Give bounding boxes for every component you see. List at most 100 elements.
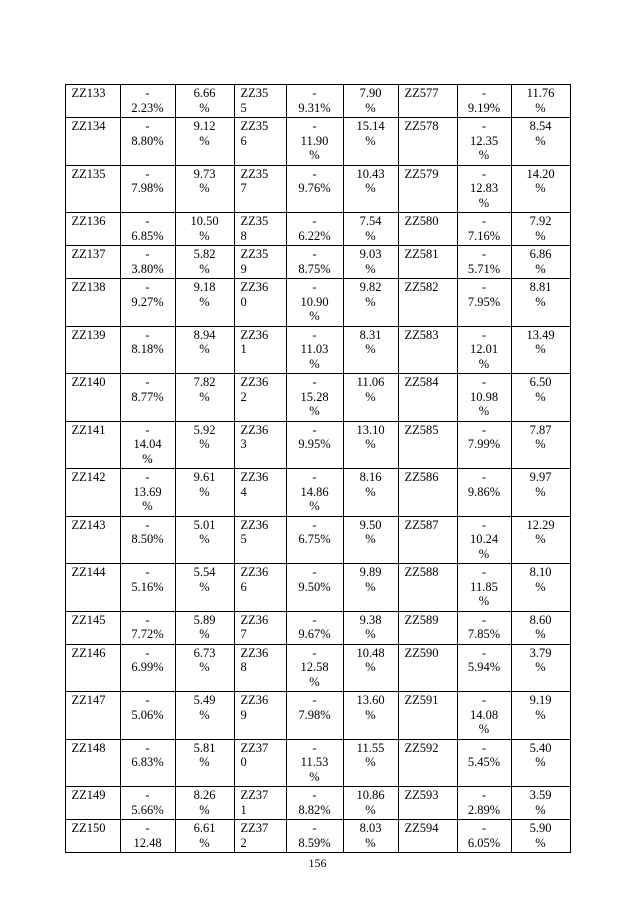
id-cell: ZZ150: [64, 819, 121, 853]
table-row: ZZ136- 6.85% 10.50 % ZZ35 8- 6.22% 7.54 % ZZ…: [64, 212, 571, 246]
id-cell: ZZ583: [397, 325, 458, 374]
id-cell: ZZ585: [397, 420, 458, 469]
percent-cell: - 14.04 %: [119, 420, 176, 469]
percent-cell: 10.43 %: [342, 164, 399, 213]
id-cell: ZZ37 1: [233, 786, 287, 820]
percent-cell: 5.82 %: [174, 245, 235, 279]
percent-cell: - 5.06%: [119, 691, 176, 740]
id-cell: ZZ143: [64, 515, 121, 564]
percent-cell: 11.55 %: [342, 738, 399, 787]
percent-cell: 8.26 %: [174, 786, 235, 820]
percent-cell: - 9.67%: [285, 610, 344, 645]
table-row: ZZ148- 6.83% 5.81 % ZZ37 0- 11.53 % 11.55 %…: [64, 738, 571, 787]
percent-cell: - 3.80%: [119, 245, 176, 279]
percent-cell: 3.59 %: [510, 786, 571, 820]
id-cell: ZZ139: [64, 325, 121, 374]
percent-cell: 13.60 %: [342, 691, 399, 740]
id-cell: ZZ142: [64, 468, 121, 517]
percent-cell: 5.49 %: [174, 691, 235, 740]
percent-cell: - 8.50%: [119, 515, 176, 564]
percent-cell: 9.38 %: [342, 610, 399, 645]
percent-cell: 9.89 %: [342, 563, 399, 612]
id-cell: ZZ36 5: [233, 515, 287, 564]
id-cell: ZZ146: [64, 643, 121, 692]
percent-cell: 9.03 %: [342, 245, 399, 279]
table-row: ZZ138- 9.27% 9.18 % ZZ36 0- 10.90 % 9.82 % Z…: [64, 278, 571, 327]
percent-cell: 10.48 %: [342, 643, 399, 692]
percent-cell: - 10.98 %: [456, 373, 512, 422]
table-row: ZZ139- 8.18% 8.94 % ZZ36 1- 11.03 % 8.31 % Z…: [64, 325, 571, 374]
percent-cell: 9.73 %: [174, 164, 235, 213]
percent-cell: 3.79 %: [510, 643, 571, 692]
id-cell: ZZ577: [397, 84, 458, 118]
table-row: ZZ137- 3.80% 5.82 % ZZ35 9- 8.75% 9.03 % ZZ5…: [64, 245, 571, 279]
percent-cell: - 9.95%: [285, 420, 344, 469]
id-cell: ZZ35 9: [233, 245, 287, 279]
id-cell: ZZ140: [64, 373, 121, 422]
percent-cell: - 6.99%: [119, 643, 176, 692]
id-cell: ZZ588: [397, 563, 458, 612]
percent-cell: 5.89 %: [174, 610, 235, 645]
id-cell: ZZ36 9: [233, 691, 287, 740]
id-cell: ZZ36 4: [233, 468, 287, 517]
id-cell: ZZ35 8: [233, 212, 287, 246]
percent-cell: 10.50 %: [174, 212, 235, 246]
id-cell: ZZ592: [397, 738, 458, 787]
table-row: ZZ134- 8.80% 9.12 % ZZ35 6- 11.90 % 15.14 %…: [64, 117, 571, 166]
percent-cell: - 8.75%: [285, 245, 344, 279]
percent-cell: - 11.85 %: [456, 563, 512, 612]
id-cell: ZZ584: [397, 373, 458, 422]
id-cell: ZZ35 5: [233, 84, 287, 118]
percent-cell: 7.90 %: [342, 84, 399, 118]
percent-cell: - 11.90 %: [285, 117, 344, 166]
percent-cell: - 5.45%: [456, 738, 512, 787]
percent-cell: - 6.75%: [285, 515, 344, 564]
id-cell: ZZ580: [397, 212, 458, 246]
percent-cell: 15.14 %: [342, 117, 399, 166]
id-cell: ZZ591: [397, 691, 458, 740]
percent-cell: - 5.71%: [456, 245, 512, 279]
id-cell: ZZ36 2: [233, 373, 287, 422]
percent-cell: 7.87 %: [510, 420, 571, 469]
percent-cell: - 2.89%: [456, 786, 512, 820]
percent-cell: 13.49 %: [510, 325, 571, 374]
percent-cell: - 6.85%: [119, 212, 176, 246]
percent-cell: - 7.85%: [456, 610, 512, 645]
id-cell: ZZ579: [397, 164, 458, 213]
table-row: ZZ144- 5.16% 5.54 % ZZ36 6- 9.50% 9.89 % ZZ5…: [64, 563, 571, 612]
percent-cell: 11.76 %: [510, 84, 571, 118]
percent-cell: 8.16 %: [342, 468, 399, 517]
percent-cell: - 5.66%: [119, 786, 176, 820]
percent-cell: - 13.69 %: [119, 468, 176, 517]
percent-cell: 5.54 %: [174, 563, 235, 612]
percent-cell: 11.06 %: [342, 373, 399, 422]
percent-cell: 8.03 %: [342, 819, 399, 853]
percent-cell: 8.94 %: [174, 325, 235, 374]
table-row: ZZ145- 7.72% 5.89 % ZZ36 7- 9.67% 9.38 % ZZ5…: [64, 610, 571, 645]
table-row: ZZ140- 8.77% 7.82 % ZZ36 2- 15.28 % 11.06 %…: [64, 373, 571, 422]
percent-cell: - 7.98%: [119, 164, 176, 213]
percent-cell: - 12.48: [119, 819, 176, 853]
id-cell: ZZ590: [397, 643, 458, 692]
id-cell: ZZ148: [64, 738, 121, 787]
id-cell: ZZ141: [64, 420, 121, 469]
id-cell: ZZ134: [64, 117, 121, 166]
id-cell: ZZ35 6: [233, 117, 287, 166]
percent-cell: 9.61 %: [174, 468, 235, 517]
id-cell: ZZ594: [397, 819, 458, 853]
percent-cell: - 7.72%: [119, 610, 176, 645]
percent-cell: - 8.18%: [119, 325, 176, 374]
id-cell: ZZ36 7: [233, 610, 287, 645]
id-cell: ZZ136: [64, 212, 121, 246]
table-row: ZZ142- 13.69 % 9.61 % ZZ36 4- 14.86 % 8.16 …: [64, 468, 571, 517]
table-row: ZZ149- 5.66% 8.26 % ZZ37 1- 8.82% 10.86 % ZZ…: [64, 786, 571, 820]
table-body: ZZ133- 2.23% 6.66 % ZZ35 5- 9.31% 7.90 % ZZ5…: [64, 84, 571, 853]
percent-cell: - 12.83 %: [456, 164, 512, 213]
percent-cell: - 9.27%: [119, 278, 176, 327]
table-row: ZZ150- 12.48 6.61 % ZZ37 2- 8.59% 8.03 % ZZ5…: [64, 819, 571, 853]
percent-cell: - 7.95%: [456, 278, 512, 327]
percent-cell: 5.90 %: [510, 819, 571, 853]
id-cell: ZZ138: [64, 278, 121, 327]
id-cell: ZZ593: [397, 786, 458, 820]
